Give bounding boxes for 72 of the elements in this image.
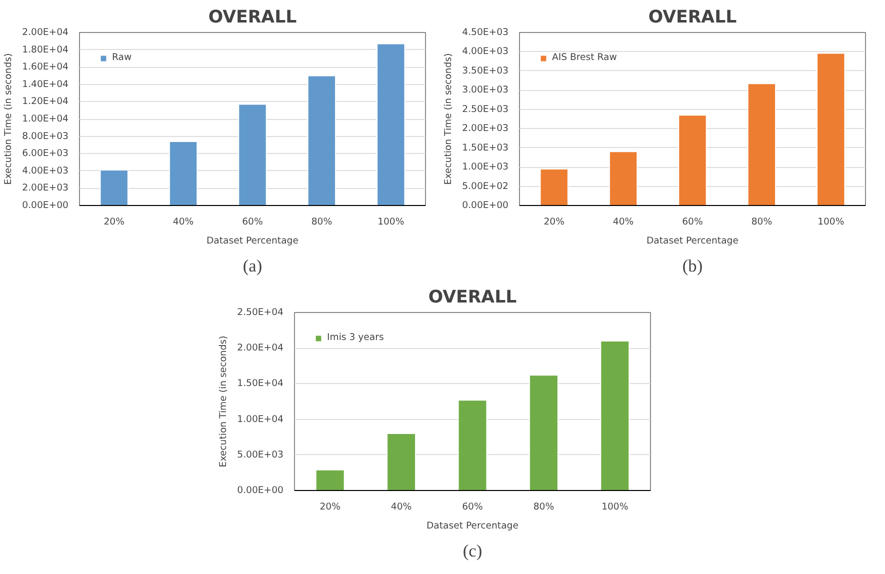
y-tick-label: 5.00E+03: [237, 449, 284, 460]
y-tick-label: 1.00E+04: [237, 414, 284, 425]
text: (a): [242, 256, 262, 276]
y-tick-label: 2.00E+03: [462, 123, 509, 134]
bar: [678, 114, 707, 206]
y-tick-label: 1.50E+04: [237, 378, 284, 390]
x-tick-label: 20%: [320, 502, 341, 512]
x-axis-title: Dataset Percentage: [646, 236, 739, 246]
y-tick-label: 2.50E+03: [462, 104, 509, 115]
y-tick-label: 8.00E+03: [22, 130, 69, 142]
y-tick-label: 0.00E+00: [462, 200, 509, 211]
y-tick-label: 1.20E+04: [22, 96, 69, 108]
x-tick-label: 20%: [544, 216, 565, 228]
x-tick-label: 40%: [390, 502, 412, 512]
y-axis-title: Execution Time (in seconds): [443, 53, 454, 185]
y-tick-label: 1.00E+03: [462, 162, 509, 173]
y-tick-label: 2.00E+03: [22, 182, 69, 194]
bar: [600, 340, 630, 490]
y-tick-label: 1.40E+04: [22, 78, 69, 90]
bar: [816, 52, 846, 206]
text: (b): [682, 256, 703, 276]
x-tick-label: 100%: [818, 216, 844, 228]
bar: [747, 83, 776, 206]
x-axis-title: Dataset Percentage: [426, 520, 519, 532]
y-axis-title: Execution Time (in seconds): [3, 53, 14, 185]
bar: [238, 104, 267, 206]
y-tick-label: 4.50E+03: [462, 27, 509, 38]
y-tick-label: 3.00E+03: [462, 84, 509, 96]
x-tick-label: 80%: [533, 502, 554, 512]
chart-title: OVERALL: [428, 288, 517, 308]
bar: [386, 433, 416, 490]
x-tick-label: 80%: [751, 216, 772, 228]
y-tick-label: 2.00E+04: [237, 342, 284, 354]
x-tick-label: 80%: [311, 216, 332, 228]
bar: [540, 168, 568, 206]
bar: [100, 170, 128, 206]
y-axis-title: Execution Time (in seconds): [218, 336, 230, 468]
y-tick-label: 0.00E+00: [237, 485, 284, 496]
x-tick-label: 100%: [378, 216, 404, 228]
x-axis-title: Dataset Percentage: [206, 236, 299, 246]
bar: [458, 400, 488, 490]
x-tick-label: 40%: [172, 216, 194, 228]
y-tick-label: 1.80E+04: [22, 44, 69, 56]
y-tick-label: 1.60E+04: [22, 62, 69, 73]
y-tick-label: 2.50E+04: [237, 307, 284, 318]
bar: [608, 151, 638, 206]
bar: [376, 43, 406, 206]
x-tick-label: 40%: [612, 216, 634, 228]
y-tick-label: 6.00E+03: [22, 148, 69, 160]
x-tick-label: 60%: [682, 216, 704, 228]
bar: [315, 469, 345, 490]
bar: [528, 374, 558, 490]
legend-label: AIS Brest Raw: [552, 52, 617, 63]
legend-label: Raw: [112, 52, 132, 63]
text: (c): [462, 542, 482, 560]
bar: [168, 140, 198, 206]
y-tick-label: 4.00E+03: [462, 46, 509, 58]
x-tick-label: 100%: [602, 502, 628, 512]
y-tick-label: 5.00E+02: [462, 180, 509, 192]
legend-label: Imis 3 years: [327, 332, 384, 343]
chart-title: OVERALL: [208, 8, 297, 28]
y-tick-label: 3.50E+03: [462, 65, 509, 76]
y-tick-label: 0.00E+00: [22, 200, 69, 211]
y-tick-label: 1.50E+03: [462, 142, 509, 154]
x-tick-label: 60%: [462, 502, 484, 512]
bar: [307, 75, 336, 206]
chart-title: OVERALL: [648, 8, 737, 28]
x-tick-label: 20%: [104, 216, 125, 228]
x-tick-label: 60%: [242, 216, 264, 228]
y-tick-label: 2.00E+04: [22, 27, 69, 38]
y-tick-label: 4.00E+03: [22, 165, 69, 176]
y-tick-label: 1.00E+04: [22, 114, 69, 124]
